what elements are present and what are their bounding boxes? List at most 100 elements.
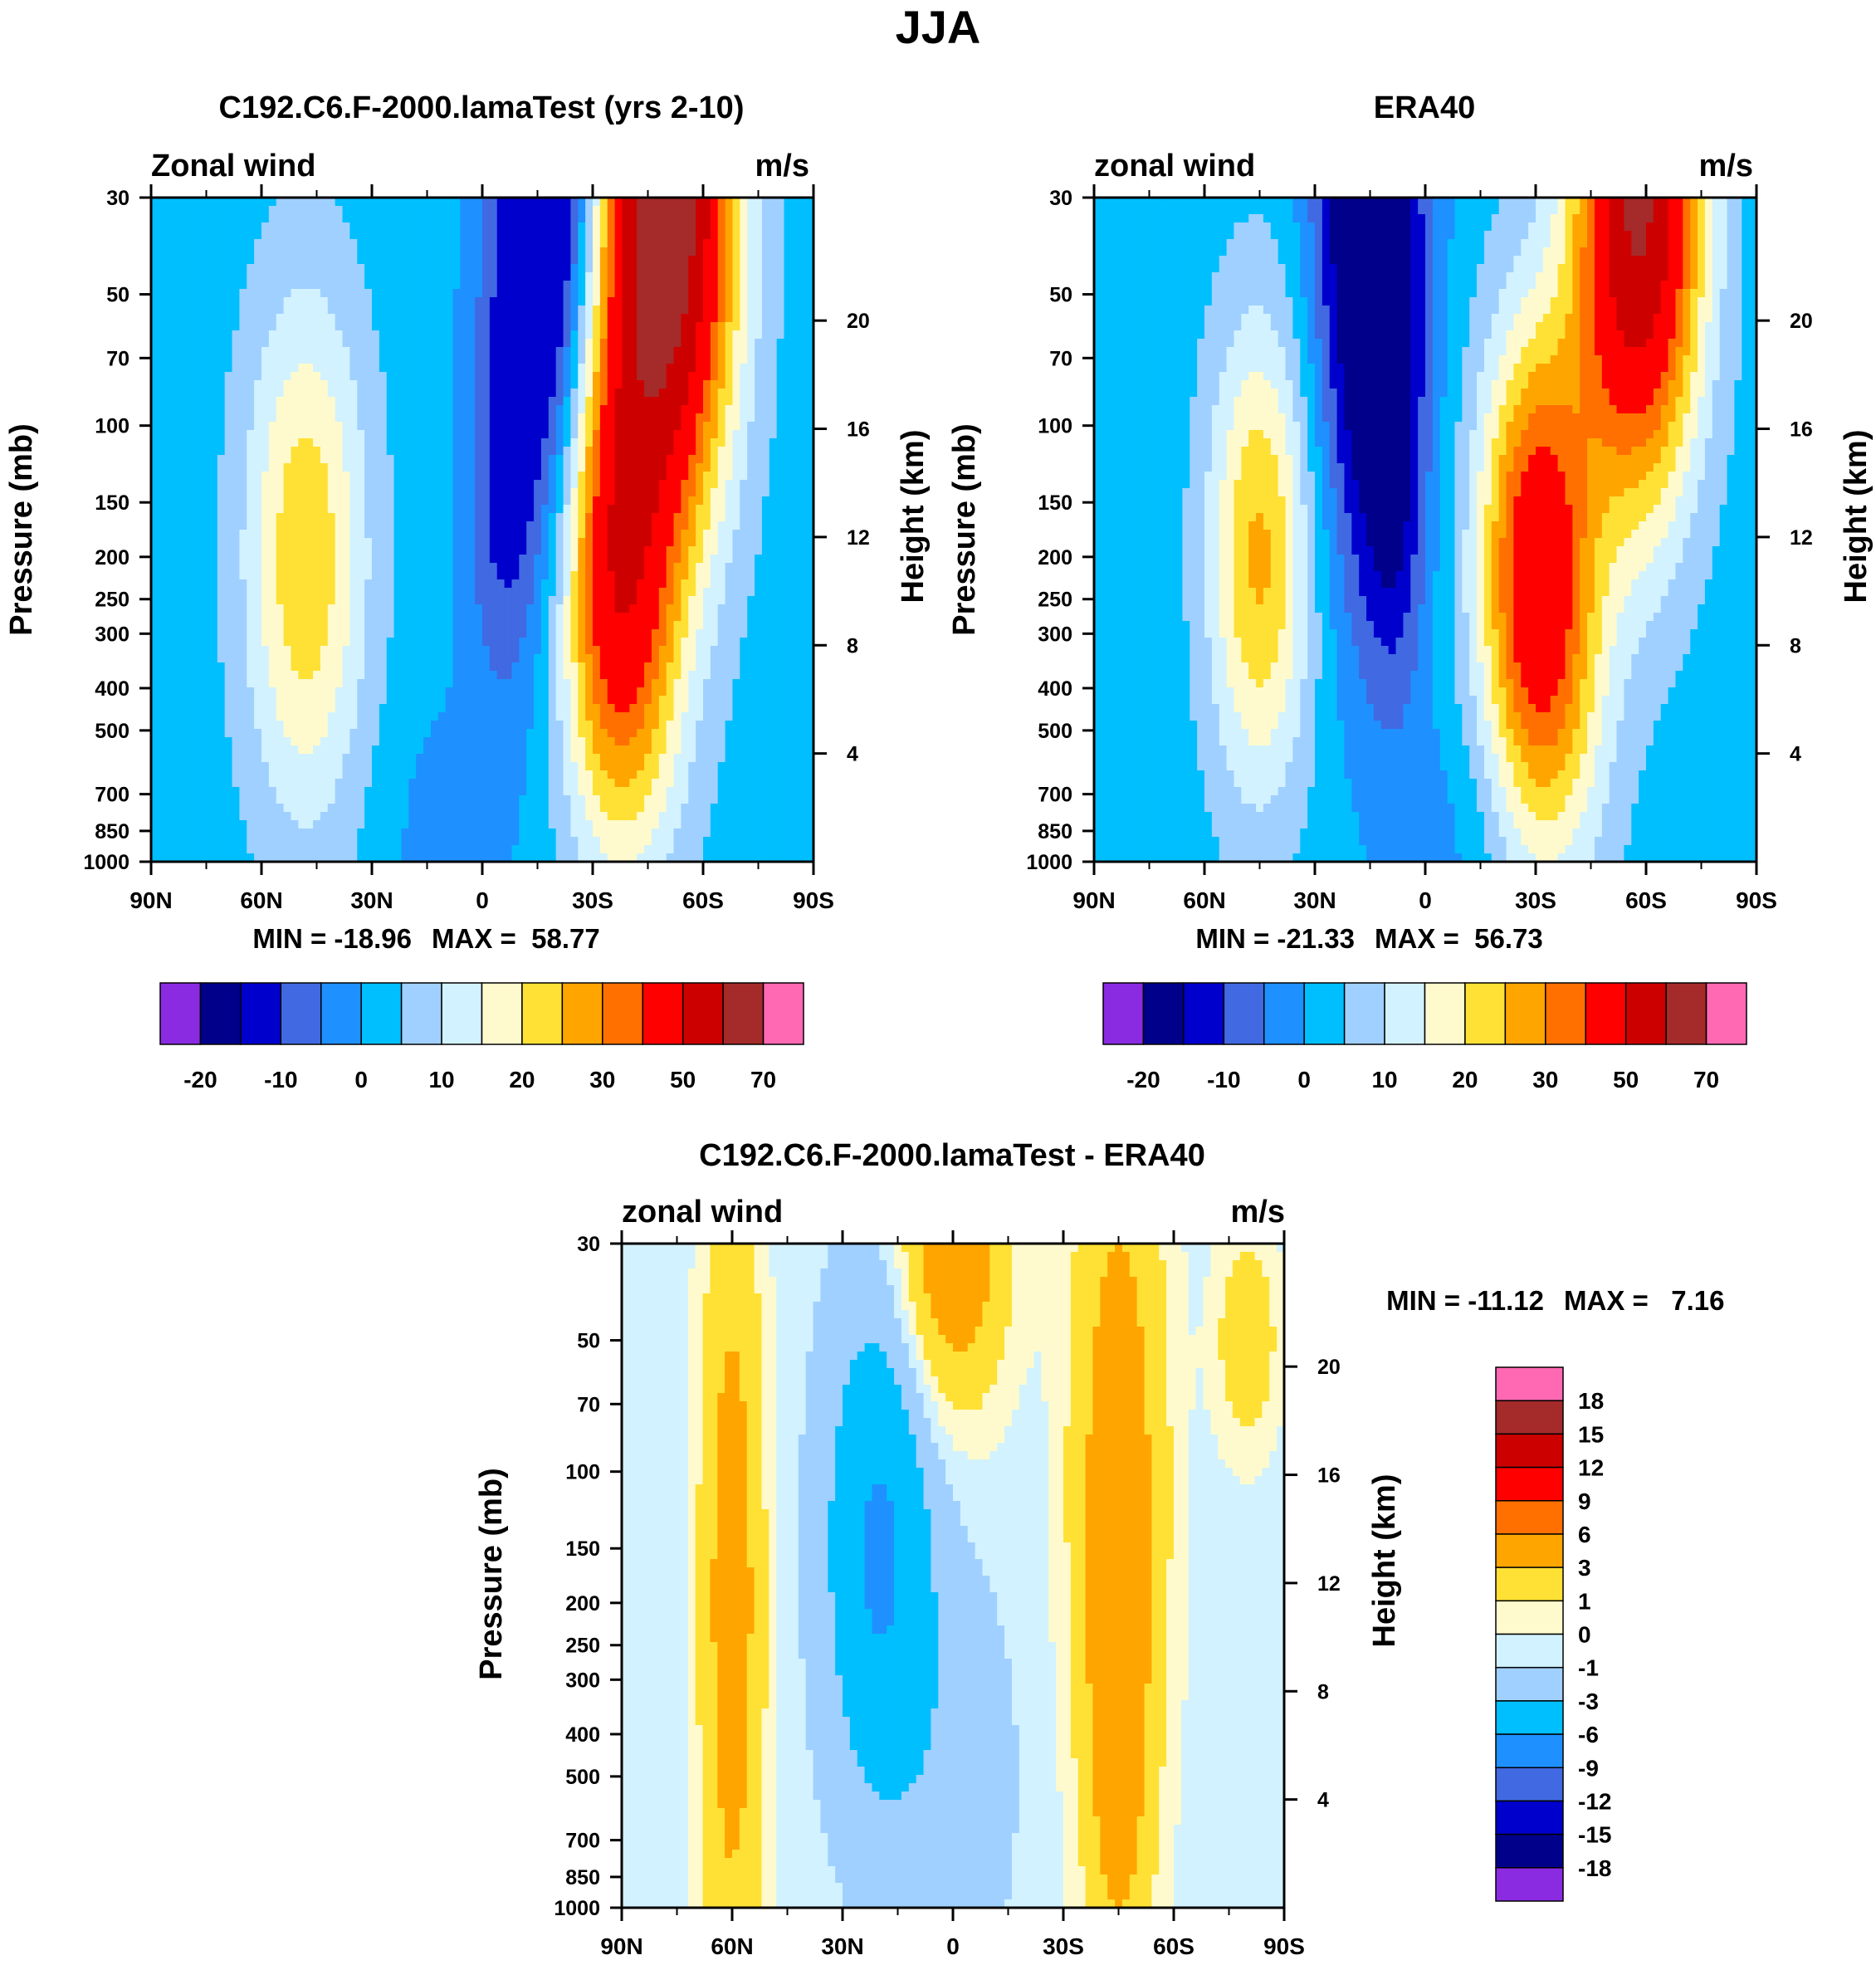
contour-cell bbox=[158, 380, 167, 389]
contour-cell bbox=[379, 239, 388, 248]
contour-cell bbox=[401, 355, 409, 364]
contour-cell bbox=[313, 521, 321, 530]
contour-cell bbox=[393, 314, 403, 323]
contour-cell bbox=[342, 563, 350, 572]
contour-cell bbox=[232, 513, 240, 522]
contour-cell bbox=[379, 322, 388, 331]
contour-cell bbox=[658, 330, 667, 340]
contour-cell bbox=[335, 206, 344, 215]
contour-cell bbox=[732, 571, 740, 580]
contour-cell bbox=[335, 422, 344, 431]
contour-cell bbox=[496, 314, 506, 323]
contour-cell bbox=[563, 588, 571, 597]
contour-cell bbox=[622, 355, 630, 364]
contour-cell bbox=[534, 455, 542, 464]
contour-cell bbox=[379, 314, 388, 323]
contour-cell bbox=[291, 256, 299, 265]
contour-cell bbox=[320, 231, 329, 240]
contour-cell bbox=[195, 530, 203, 539]
contour-cell bbox=[379, 496, 388, 506]
contour-cell bbox=[232, 530, 240, 539]
contour-cell bbox=[747, 380, 755, 389]
contour-cell bbox=[393, 306, 403, 315]
contour-cell bbox=[452, 281, 461, 290]
contour-cell bbox=[717, 480, 726, 489]
contour-cell bbox=[614, 480, 623, 489]
contour-cell bbox=[717, 372, 726, 381]
contour-cell bbox=[511, 380, 520, 389]
contour-cell bbox=[158, 347, 167, 356]
contour-cell bbox=[416, 272, 424, 281]
contour-cell bbox=[688, 364, 696, 373]
contour-cell bbox=[725, 538, 734, 547]
contour-cell bbox=[769, 438, 778, 447]
contour-cell bbox=[239, 438, 247, 447]
contour-cell bbox=[320, 314, 329, 323]
contour-cell bbox=[408, 256, 417, 265]
contour-cell bbox=[408, 646, 417, 655]
contour-cell bbox=[511, 231, 520, 240]
contour-cell bbox=[327, 322, 336, 331]
contour-cell bbox=[203, 488, 211, 497]
contour-cell bbox=[570, 521, 579, 530]
contour-cell bbox=[452, 579, 461, 589]
contour-cell bbox=[386, 596, 395, 605]
contour-cell bbox=[688, 231, 696, 240]
contour-cell bbox=[188, 264, 196, 273]
contour-cell bbox=[776, 272, 785, 281]
contour-cell bbox=[725, 222, 734, 232]
contour-cell bbox=[180, 604, 188, 613]
contour-cell bbox=[593, 646, 601, 655]
contour-cell bbox=[740, 364, 748, 373]
contour-cell bbox=[188, 422, 196, 431]
contour-cell bbox=[806, 281, 813, 290]
contour-cell bbox=[217, 571, 226, 580]
contour-cell bbox=[239, 380, 247, 389]
contour-cell bbox=[151, 480, 159, 489]
contour-cell bbox=[467, 413, 476, 423]
contour-cell bbox=[511, 347, 520, 356]
contour-cell bbox=[578, 405, 586, 414]
contour-cell bbox=[658, 372, 667, 381]
contour-cell bbox=[342, 546, 350, 555]
contour-cell bbox=[364, 264, 373, 273]
contour-cell bbox=[548, 405, 557, 414]
contour-cell bbox=[651, 206, 660, 215]
contour-cell bbox=[555, 447, 564, 456]
contour-cell bbox=[593, 563, 601, 572]
contour-cell bbox=[688, 198, 696, 207]
contour-cell bbox=[327, 488, 336, 497]
contour-cell bbox=[629, 447, 638, 456]
contour-cell bbox=[555, 405, 564, 414]
contour-cell bbox=[467, 405, 476, 414]
contour-cell bbox=[769, 380, 778, 389]
contour-cell bbox=[614, 629, 623, 638]
contour-cell bbox=[496, 513, 506, 522]
contour-cell bbox=[247, 355, 255, 364]
contour-cell bbox=[195, 389, 203, 398]
contour-cell bbox=[364, 405, 373, 414]
contour-cell bbox=[247, 264, 255, 273]
contour-cell bbox=[372, 455, 380, 464]
contour-cell bbox=[247, 438, 255, 447]
contour-cell bbox=[673, 364, 682, 373]
contour-cell bbox=[666, 563, 675, 572]
contour-cell bbox=[585, 322, 594, 331]
contour-cell bbox=[740, 546, 748, 555]
contour-cell bbox=[482, 563, 491, 572]
contour-cell bbox=[799, 405, 807, 414]
contour-cell bbox=[666, 463, 675, 472]
contour-cell bbox=[534, 372, 542, 381]
contour-cell bbox=[540, 231, 550, 240]
contour-cell bbox=[313, 538, 321, 547]
contour-cell bbox=[732, 455, 740, 464]
contour-cell bbox=[511, 447, 520, 456]
contour-cell bbox=[599, 405, 608, 414]
contour-cell bbox=[247, 314, 255, 323]
contour-cell bbox=[504, 198, 513, 207]
contour-cell bbox=[563, 206, 571, 215]
contour-cell bbox=[232, 430, 240, 439]
contour-cell bbox=[799, 588, 807, 597]
contour-cell bbox=[195, 546, 203, 555]
contour-cell bbox=[703, 629, 711, 638]
